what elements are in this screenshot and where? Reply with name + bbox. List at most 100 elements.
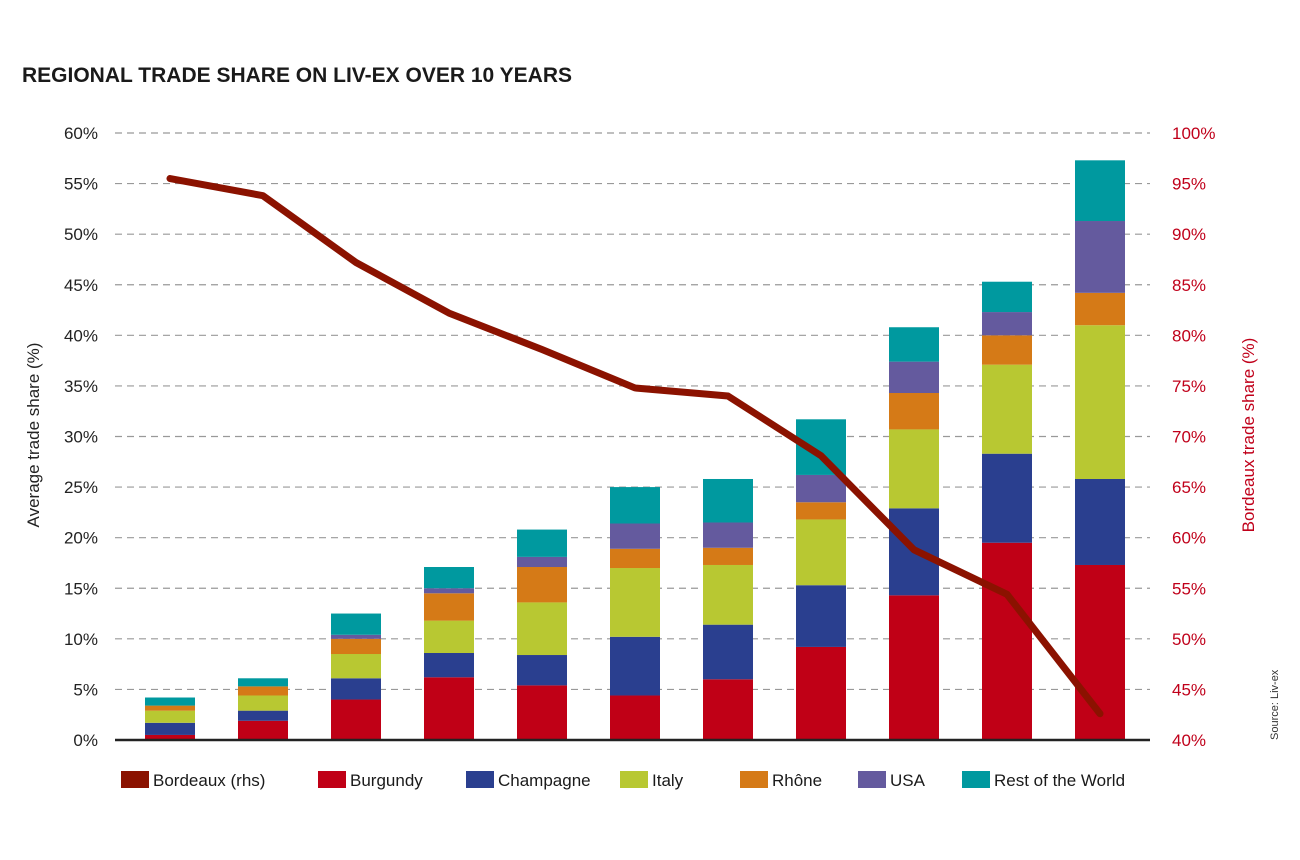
bar-segment-usa [610, 523, 660, 549]
legend-label: Bordeaux (rhs) [153, 771, 265, 790]
bar-segment-usa [982, 312, 1032, 336]
bar-segment-rest-of-the-world [331, 613, 381, 635]
bar-segment-rh-ne [1075, 292, 1125, 326]
y2-tick-label: 65% [1172, 478, 1206, 497]
bar-segment-champagne [1075, 478, 1125, 565]
legend-label: Rest of the World [994, 771, 1125, 790]
bar-segment-usa [703, 522, 753, 548]
y2-tick-label: 50% [1172, 630, 1206, 649]
bar-segment-champagne [703, 624, 753, 680]
bar-stack [331, 613, 381, 740]
bar-segment-italy [982, 364, 1032, 454]
y2-tick-label: 85% [1172, 276, 1206, 295]
bar-stack [238, 678, 288, 740]
bar-stack [796, 419, 846, 740]
legend-swatch [318, 771, 346, 788]
left-axis-ticks: 0% 5% 10% 15% 20% 25% 30% 35% 40% 45% 50% 55% 60% [64, 124, 98, 750]
bar-segment-rest-of-the-world [424, 567, 474, 589]
bar-segment-italy [424, 620, 474, 653]
bar-segment-burgundy [424, 677, 474, 740]
y-tick-label: 30% [64, 428, 98, 447]
bar-segment-rh-ne [145, 705, 195, 711]
bar-segment-rh-ne [889, 392, 939, 430]
bar-stack [982, 281, 1032, 740]
legend-label: Burgundy [350, 771, 423, 790]
y2-tick-label: 55% [1172, 579, 1206, 598]
legend-swatch [121, 771, 149, 788]
bar-segment-italy [610, 568, 660, 637]
bar-segment-burgundy [610, 695, 660, 740]
legend-label: USA [890, 771, 926, 790]
bar-segment-rest-of-the-world [1075, 160, 1125, 222]
bar-segment-italy [238, 695, 288, 711]
y-tick-label: 50% [64, 225, 98, 244]
bar-stack [424, 567, 474, 740]
bar-segment-usa [1075, 221, 1125, 293]
bar-segment-burgundy [703, 679, 753, 740]
legend-label: Rhône [772, 771, 822, 790]
bar-segment-usa [517, 556, 567, 568]
bar-segment-champagne [424, 652, 474, 678]
legend-item: Burgundy [318, 771, 423, 790]
right-axis-ticks: 40% 45% 50% 55% 60% 65% 70% 75% 80% 85% 90% 95% 100% [1172, 124, 1215, 750]
bar-segment-burgundy [796, 646, 846, 740]
bar-segment-rest-of-the-world [703, 478, 753, 523]
y-tick-label: 5% [73, 680, 98, 699]
bar-segment-champagne [517, 655, 567, 686]
chart-title: REGIONAL TRADE SHARE ON LIV-EX OVER 10 Y… [22, 64, 572, 87]
bar-segment-burgundy [238, 720, 288, 740]
bar-segment-rh-ne [796, 502, 846, 520]
y2-axis-title: Bordeaux trade share (%) [1239, 338, 1258, 533]
bar-segment-usa [796, 474, 846, 503]
bar-segment-rh-ne [703, 547, 753, 565]
bar-segment-rh-ne [982, 335, 1032, 365]
legend-item: Rhône [740, 771, 822, 790]
bar-segment-burgundy [517, 685, 567, 740]
bar-segment-rest-of-the-world [238, 678, 288, 687]
y-tick-label: 15% [64, 579, 98, 598]
y2-tick-label: 90% [1172, 225, 1206, 244]
bar-segment-rh-ne [610, 548, 660, 569]
bar-segment-rest-of-the-world [610, 487, 660, 524]
y2-tick-label: 40% [1172, 731, 1206, 750]
y-tick-label: 60% [64, 124, 98, 143]
bar-segment-italy [1075, 325, 1125, 479]
bar-segment-italy [796, 519, 846, 586]
bar-segment-champagne [331, 678, 381, 700]
legend-item: Italy [620, 771, 684, 790]
y2-tick-label: 70% [1172, 428, 1206, 447]
bar-stack [610, 487, 660, 740]
y2-tick-label: 100% [1172, 124, 1215, 143]
bar-segment-rest-of-the-world [889, 327, 939, 362]
legend-swatch [962, 771, 990, 788]
bar-stack [517, 529, 567, 740]
bar-segment-burgundy [331, 699, 381, 740]
legend: Bordeaux (rhs) Burgundy Champagne Italy Rhôn… [121, 771, 1125, 790]
y2-tick-label: 80% [1172, 326, 1206, 345]
bar-segment-rest-of-the-world [145, 697, 195, 706]
bar-stack [889, 327, 939, 740]
bar-segment-rh-ne [517, 567, 567, 603]
y-tick-label: 20% [64, 529, 98, 548]
bar-segment-champagne [982, 453, 1032, 543]
bar-segment-rh-ne [331, 638, 381, 655]
bar-segment-italy [331, 654, 381, 679]
y-tick-label: 25% [64, 478, 98, 497]
legend-item: Champagne [466, 771, 591, 790]
bar-segment-rest-of-the-world [517, 529, 567, 557]
legend-swatch [740, 771, 768, 788]
legend-item: Rest of the World [962, 771, 1125, 790]
bar-segment-champagne [238, 710, 288, 721]
bar-segment-burgundy [889, 595, 939, 740]
bar-segment-rh-ne [238, 686, 288, 696]
bar-segment-champagne [796, 585, 846, 647]
y-tick-label: 55% [64, 175, 98, 194]
bars [145, 160, 1125, 740]
bar-segment-burgundy [145, 734, 195, 740]
y2-tick-label: 95% [1172, 175, 1206, 194]
bar-segment-burgundy [982, 542, 1032, 740]
bar-stack [1075, 160, 1125, 740]
bar-segment-champagne [610, 636, 660, 696]
legend-swatch [858, 771, 886, 788]
